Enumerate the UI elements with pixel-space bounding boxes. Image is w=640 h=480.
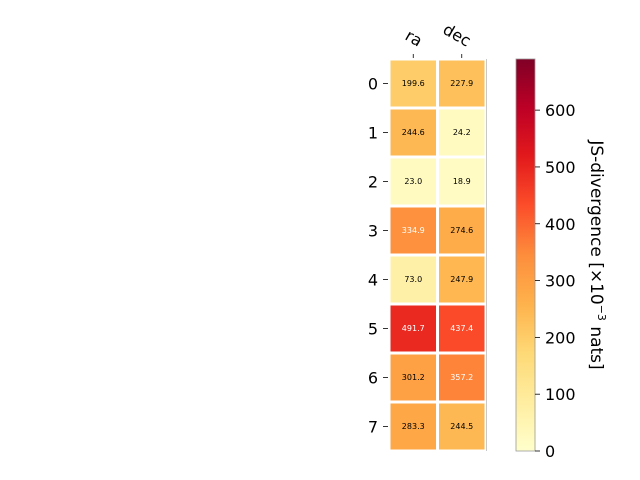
heatmap-cell <box>436 106 488 159</box>
heatmap-cell <box>436 204 488 257</box>
column-axis: ra dec <box>402 20 474 58</box>
colorbar-tick-label: 200 <box>545 328 576 347</box>
row-tick-label: 0 <box>368 75 378 94</box>
cell-value-label: 244.5 <box>450 422 473 431</box>
colorbar-label-exponent: −3 <box>595 305 608 321</box>
colorbar-tick-label: 500 <box>545 158 576 177</box>
row-tick-label: 3 <box>368 222 378 241</box>
cell-value-label: 283.3 <box>402 422 425 431</box>
cell-value-label: 301.2 <box>402 373 425 382</box>
colorbar-axis: 0 100 200 300 400 500 600 <box>535 101 576 461</box>
cell-value-label: 244.6 <box>402 128 425 137</box>
row-tick-label: 6 <box>368 369 378 388</box>
heatmap-cell <box>436 253 488 306</box>
row-tick-label: 5 <box>368 320 378 339</box>
cell-value-label: 23.0 <box>404 177 422 186</box>
heatmap-cell <box>436 400 488 453</box>
colorbar-tick-label: 0 <box>545 442 555 461</box>
column-tick-label: dec <box>440 20 474 51</box>
cell-value-label: 334.9 <box>402 226 425 235</box>
cell-value-label: 18.9 <box>453 177 471 186</box>
row-tick-label: 2 <box>368 173 378 192</box>
colorbar-tick-label: 300 <box>545 272 576 291</box>
heatmap-cell <box>436 155 488 208</box>
row-tick-label: 7 <box>368 418 378 437</box>
row-tick-label: 1 <box>368 124 378 143</box>
cell-value-label: 73.0 <box>404 275 422 284</box>
cell-value-label: 274.6 <box>450 226 473 235</box>
cell-value-label: 491.7 <box>402 324 425 333</box>
row-axis: 0 1 2 3 4 5 6 7 <box>368 75 388 437</box>
colorbar-tick-label: 100 <box>545 385 576 404</box>
cell-value-label: 24.2 <box>453 128 471 137</box>
colorbar-gradient <box>515 58 536 452</box>
colorbar-label-suffix: nats] <box>586 321 606 370</box>
colorbar-label: JS-divergence [×10−3 nats] <box>586 139 608 369</box>
cell-value-label: 199.6 <box>402 79 425 88</box>
colorbar-label-main: JS-divergence [×10 <box>586 139 606 304</box>
colorbar-tick-label: 600 <box>545 101 576 120</box>
heatmap-cells: 199.6 227.9 244.6 24.2 23.0 18.9 334.9 274.6 73.… <box>387 57 488 453</box>
column-tick-label: ra <box>402 26 426 51</box>
cell-value-label: 247.9 <box>450 275 473 284</box>
row-tick-label: 4 <box>368 271 378 290</box>
cell-value-label: 437.4 <box>450 324 473 333</box>
cell-value-label: 227.9 <box>450 79 473 88</box>
colorbar-tick-label: 400 <box>545 215 576 234</box>
cell-value-label: 357.2 <box>450 373 473 382</box>
